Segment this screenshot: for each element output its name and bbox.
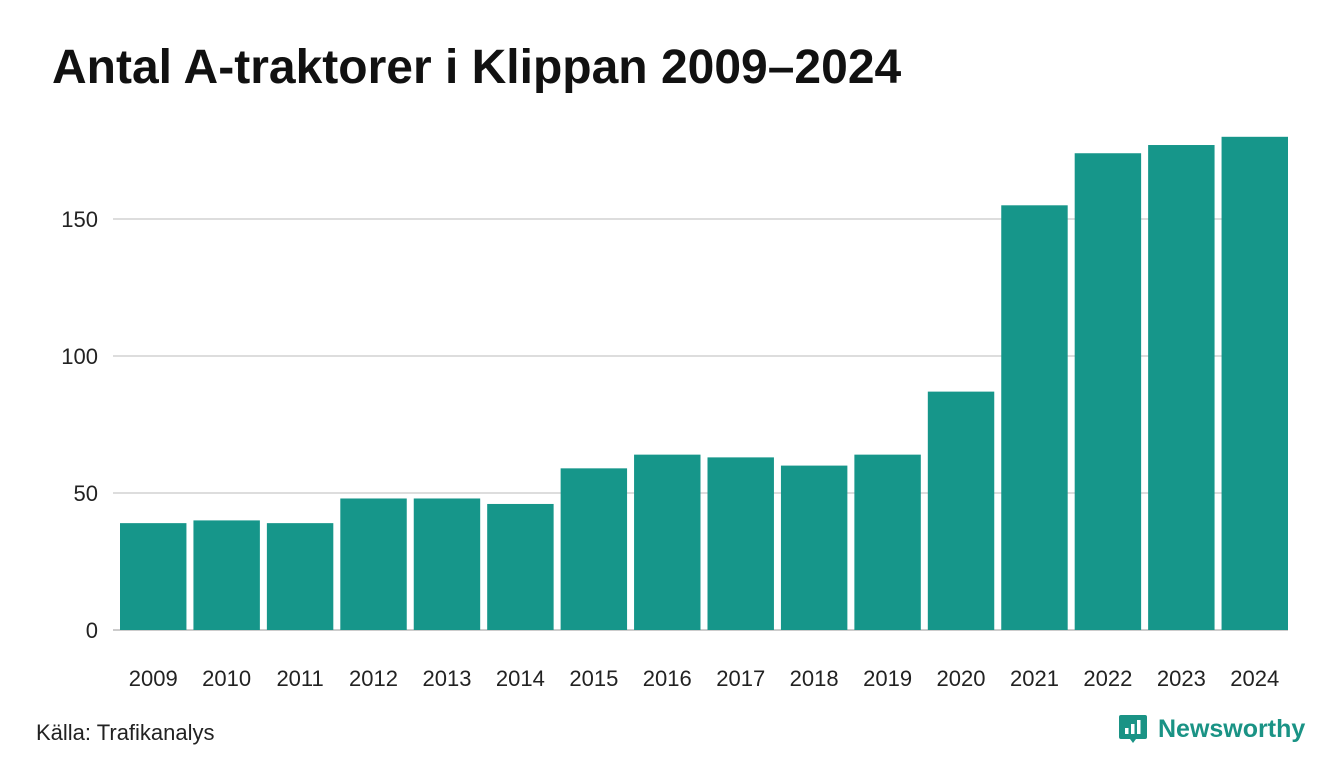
- bars: [120, 136, 1288, 631]
- y-tick-label: 0: [86, 618, 98, 643]
- x-tick-label: 2013: [422, 666, 471, 691]
- bar-2022: [1074, 153, 1142, 631]
- x-tick-label: 2022: [1083, 666, 1132, 691]
- x-tick-label: 2017: [716, 666, 765, 691]
- bar-2019: [854, 454, 921, 630]
- x-axis-ticks: 2009 2010 2011 2012 2013 2014 2015 2016 2017 2018…: [129, 666, 1280, 691]
- bar-2024: [1221, 136, 1288, 631]
- x-tick-label: 2009: [129, 666, 178, 691]
- y-axis-ticks: 0 50 100 150: [61, 207, 98, 643]
- y-tick-label: 50: [74, 481, 98, 506]
- x-tick-label: 2018: [790, 666, 839, 691]
- bar-2011: [266, 523, 334, 630]
- source-note: Källa: Trafikanalys: [36, 720, 215, 745]
- bar-2018: [780, 465, 848, 630]
- x-tick-label: 2024: [1230, 666, 1279, 691]
- x-tick-label: 2023: [1157, 666, 1206, 691]
- bar-2021: [1001, 205, 1068, 631]
- bar-2013: [413, 498, 481, 630]
- newsworthy-logo-icon: [1119, 715, 1147, 743]
- x-tick-label: 2011: [276, 666, 323, 691]
- x-tick-label: 2015: [569, 666, 618, 691]
- bar-2020: [927, 391, 995, 630]
- brand-name: Newsworthy: [1158, 714, 1306, 743]
- bar-2012: [340, 498, 407, 630]
- y-tick-label: 100: [61, 344, 98, 369]
- x-tick-label: 2016: [643, 666, 692, 691]
- bar-2009: [120, 523, 187, 630]
- bar-2016: [634, 454, 701, 630]
- x-tick-label: 2019: [863, 666, 912, 691]
- bar-2023: [1148, 145, 1215, 630]
- chart-title: Antal A-traktorer i Klippan 2009–2024: [52, 41, 902, 94]
- bar-2010: [193, 520, 260, 630]
- y-tick-label: 150: [61, 207, 98, 232]
- x-tick-label: 2010: [202, 666, 251, 691]
- x-tick-label: 2012: [349, 666, 398, 691]
- brand-logo: Newsworthy: [1118, 713, 1305, 745]
- bar-2015: [560, 468, 628, 630]
- bar-2014: [487, 503, 554, 630]
- x-tick-label: 2021: [1010, 666, 1059, 691]
- x-tick-label: 2020: [937, 666, 986, 691]
- x-tick-label: 2014: [496, 666, 545, 691]
- bar-2017: [707, 457, 774, 630]
